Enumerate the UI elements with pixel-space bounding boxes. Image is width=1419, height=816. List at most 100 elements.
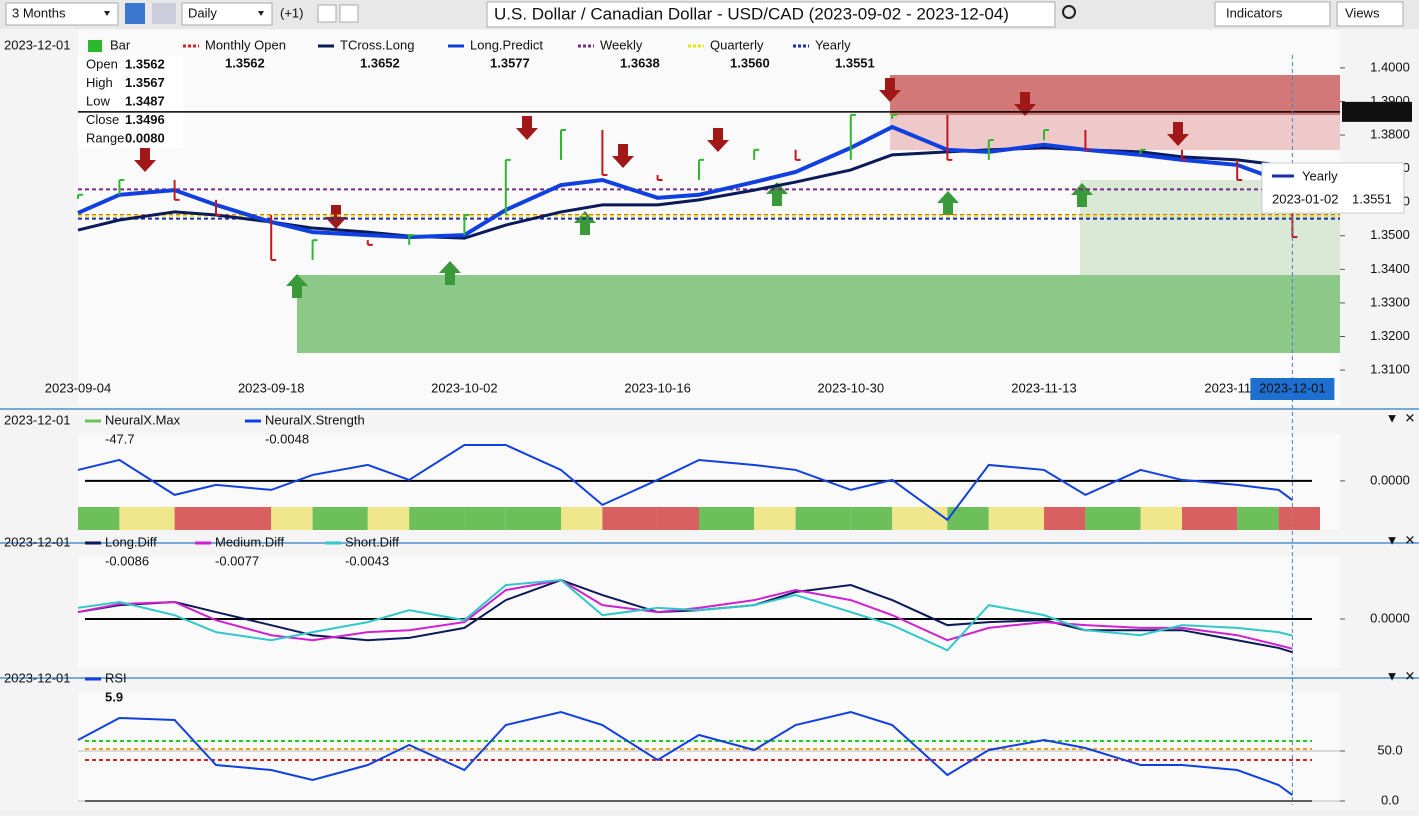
- panel-close[interactable]: ✕: [1405, 410, 1416, 425]
- date-label: 2023-12-01: [1259, 380, 1326, 395]
- price-bar: [794, 149, 801, 161]
- tooltip-name: Yearly: [1302, 168, 1338, 183]
- price-bar: [1043, 129, 1049, 141]
- legend-label: Long.Diff: [105, 534, 157, 549]
- signal-arrows: [134, 78, 1189, 229]
- panel-close[interactable]: ✕: [1405, 532, 1416, 547]
- panel-dividers: [0, 408, 1419, 679]
- indicators-button[interactable]: [1214, 1, 1331, 27]
- price-bar: [560, 129, 566, 160]
- series-line: [77, 443, 1293, 522]
- dropdown-icon: [104, 11, 110, 16]
- supply-zone: [890, 115, 1340, 150]
- remove-button[interactable]: [339, 4, 359, 23]
- demand-zone: [297, 275, 1340, 353]
- legend-label: Medium.Diff: [215, 534, 285, 549]
- ohlc-box: [78, 56, 183, 148]
- state-bar: [602, 507, 658, 530]
- price-bar: [946, 114, 953, 161]
- panel-menu[interactable]: ▼: [1386, 410, 1399, 425]
- sell-arrow: [879, 78, 901, 102]
- y-tick-label: 0.0000: [1370, 472, 1410, 487]
- sell-arrow: [325, 205, 347, 229]
- legend-value: 1.3562: [225, 55, 265, 70]
- price-bar: [504, 158, 511, 215]
- legend-value: -47.7: [105, 431, 135, 446]
- views: Views: [1345, 5, 1380, 20]
- legend-label: NeuralX.Strength: [265, 412, 365, 427]
- x-tick-label: 2023-09-18: [238, 380, 305, 395]
- state-bar: [271, 507, 313, 530]
- panel-date: 2023-12-01: [4, 534, 71, 549]
- symbol-box[interactable]: [486, 1, 1056, 28]
- price-bar: [849, 113, 856, 160]
- legend-label: Bar: [110, 37, 131, 52]
- x-tick-label: 2023-09-04: [45, 380, 112, 395]
- y-tick-label: 1.4000: [1370, 59, 1410, 74]
- views-button[interactable]: [1336, 1, 1404, 27]
- price-bar: [1181, 149, 1187, 161]
- price-bar: [1236, 159, 1243, 182]
- state-bar: [1278, 507, 1293, 530]
- zoom-out[interactable]: [152, 3, 176, 24]
- sell-arrow: [516, 116, 538, 140]
- period-select[interactable]: [5, 2, 119, 26]
- interval: Daily: [188, 5, 217, 20]
- tooltip-date: 2023-01-02: [1272, 191, 1339, 206]
- state-bar: [988, 507, 1044, 530]
- price-bar: [366, 240, 373, 246]
- panel-date: 2023-12-01: [4, 412, 71, 427]
- symbol-title: U.S. Dollar / Canadian Dollar - USD/CAD …: [494, 4, 1009, 23]
- ohlc-value: 1.3487: [125, 93, 165, 108]
- interval-select[interactable]: [181, 2, 273, 26]
- y-tick-label: 0.0: [1381, 792, 1399, 807]
- price-bar: [311, 239, 318, 260]
- state-bar: [947, 507, 989, 530]
- legend-label: TCross.Long: [340, 37, 414, 52]
- offset: (+1): [280, 5, 303, 20]
- state-bar: [1140, 507, 1182, 530]
- crosshair-box: [1342, 101, 1412, 122]
- state-bar: [561, 507, 603, 530]
- state-bar: [1292, 507, 1320, 530]
- zoom-in[interactable]: [125, 3, 145, 24]
- price-bar: [656, 174, 663, 182]
- x-tick-label: 2023-10-30: [818, 380, 885, 395]
- search-icon[interactable]: [1062, 5, 1076, 19]
- state-bar: [1044, 507, 1086, 530]
- x-tick-label: 2023-11-13: [1011, 380, 1077, 395]
- y-tick-label: 1.3300: [1370, 294, 1410, 309]
- state-bar: [1085, 507, 1141, 530]
- ohlc-value: 0.0080: [125, 130, 165, 145]
- price-bar: [891, 113, 898, 119]
- legend-value: -0.0086: [105, 553, 149, 568]
- series-line: [77, 710, 1293, 796]
- price-bar: [270, 214, 277, 261]
- tooltip: [1261, 162, 1405, 214]
- legend-value: -0.0043: [345, 553, 389, 568]
- state-bar: [505, 507, 561, 530]
- panel-date: 2023-12-01: [4, 670, 71, 685]
- ohlc-value: 1.3496: [125, 112, 165, 127]
- panel-menu[interactable]: ▼: [1386, 532, 1399, 547]
- legend-label: NeuralX.Max: [105, 412, 181, 427]
- y-tick-label: 1.3400: [1370, 261, 1410, 276]
- y-tick-label: 1.3200: [1370, 328, 1410, 343]
- date-box: [1250, 378, 1335, 400]
- price-bar: [215, 199, 221, 216]
- state-bar: [312, 507, 368, 530]
- legend-value: 1.3551: [835, 55, 875, 70]
- state-bar: [850, 507, 893, 530]
- add-button[interactable]: [317, 4, 337, 23]
- y-tick-label: 1.3100: [1370, 362, 1410, 377]
- sell-arrow: [612, 144, 634, 168]
- price-bar: [987, 139, 994, 160]
- legend-value: 5.9: [105, 689, 123, 704]
- legend-swatch: [88, 40, 102, 52]
- price-bar: [698, 158, 704, 181]
- legend-value: -0.0077: [215, 553, 259, 568]
- indicators: Indicators: [1226, 5, 1283, 20]
- panel-menu[interactable]: ▼: [1386, 668, 1399, 683]
- panel-close[interactable]: ✕: [1405, 668, 1416, 683]
